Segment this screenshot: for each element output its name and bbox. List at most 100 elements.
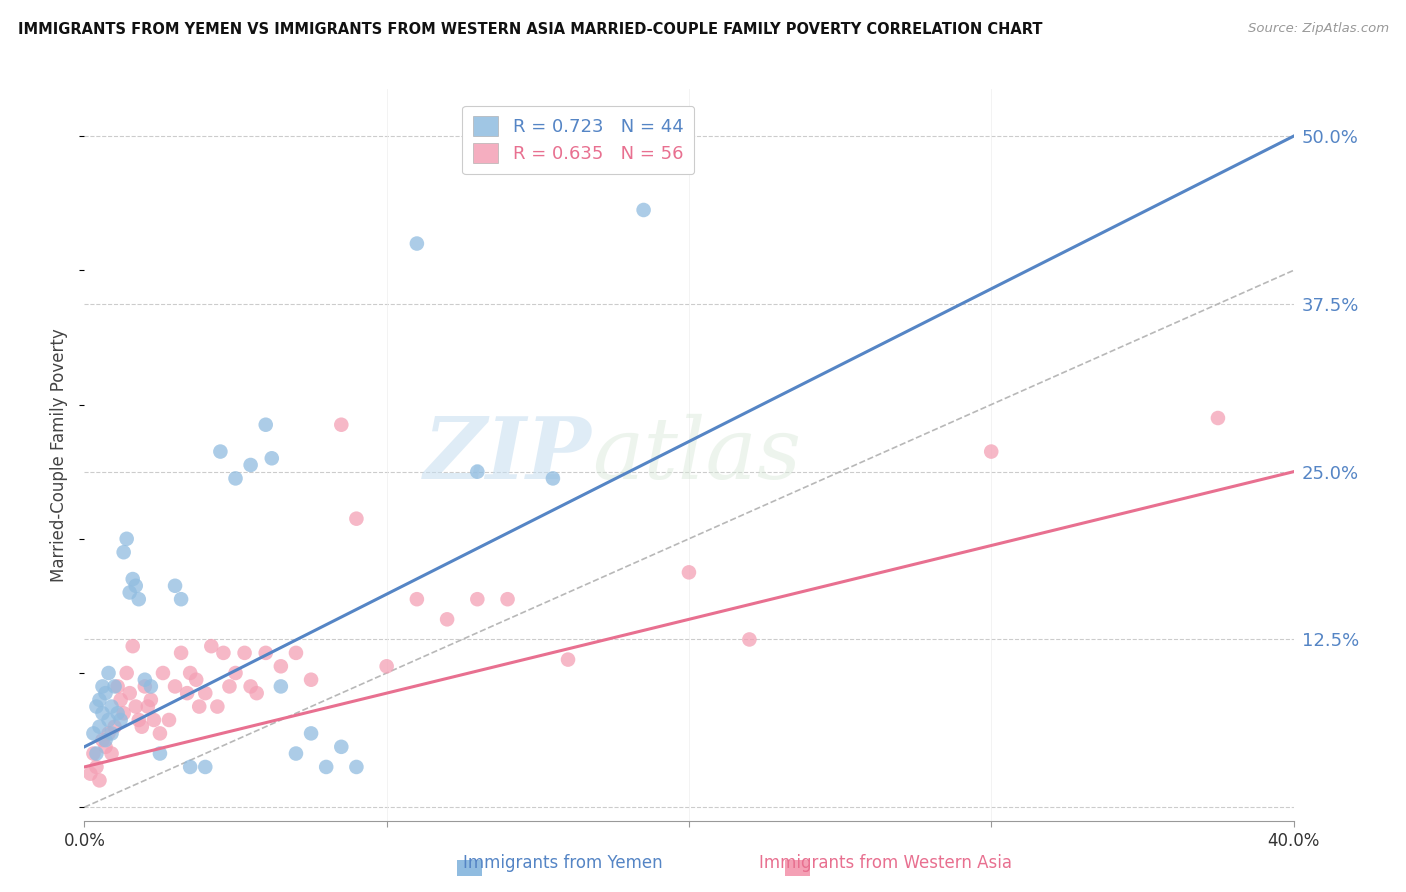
Point — [375, 659, 398, 673]
Point — [86, 747, 108, 761]
Point — [209, 444, 232, 458]
Point — [738, 632, 761, 647]
Point — [285, 747, 308, 761]
Point — [315, 760, 337, 774]
Point — [233, 646, 256, 660]
Point — [239, 458, 262, 472]
Point — [94, 739, 117, 754]
Point — [176, 686, 198, 700]
Point — [112, 706, 135, 721]
Point — [118, 686, 141, 700]
Point — [260, 451, 283, 466]
Point — [110, 693, 132, 707]
Point — [467, 465, 489, 479]
Point — [678, 566, 700, 580]
Text: Immigrants from Yemen: Immigrants from Yemen — [463, 855, 662, 872]
Point — [149, 726, 172, 740]
Point — [254, 646, 277, 660]
Point — [225, 665, 247, 680]
Point — [186, 673, 208, 687]
Point — [406, 592, 429, 607]
Point — [170, 592, 193, 607]
Point — [97, 665, 120, 680]
Point — [104, 720, 127, 734]
Point — [115, 532, 138, 546]
Point — [330, 739, 353, 754]
Point — [112, 545, 135, 559]
Point — [97, 726, 120, 740]
Point — [179, 760, 201, 774]
Point — [188, 699, 211, 714]
Text: ZIP: ZIP — [425, 413, 592, 497]
Point — [165, 680, 187, 694]
Point — [270, 659, 292, 673]
Point — [299, 726, 322, 740]
Point — [134, 680, 156, 694]
Point — [239, 680, 262, 694]
Point — [107, 680, 129, 694]
Point — [633, 202, 655, 217]
Text: IMMIGRANTS FROM YEMEN VS IMMIGRANTS FROM WESTERN ASIA MARRIED-COUPLE FAMILY POVE: IMMIGRANTS FROM YEMEN VS IMMIGRANTS FROM… — [18, 22, 1043, 37]
Point — [91, 706, 114, 721]
Point — [107, 706, 129, 721]
Point — [541, 471, 564, 485]
Point — [270, 680, 292, 694]
Point — [97, 713, 120, 727]
Point — [179, 665, 201, 680]
Point — [157, 713, 180, 727]
Point — [139, 693, 162, 707]
Point — [299, 673, 322, 687]
Point — [212, 646, 235, 660]
Point — [194, 686, 217, 700]
Point — [165, 579, 187, 593]
Point — [285, 646, 308, 660]
Point — [436, 612, 458, 626]
Point — [104, 680, 127, 694]
Point — [79, 766, 101, 780]
Point — [139, 680, 162, 694]
Point — [89, 720, 111, 734]
Point — [128, 592, 150, 607]
Y-axis label: Married-Couple Family Poverty: Married-Couple Family Poverty — [51, 328, 69, 582]
Point — [115, 665, 138, 680]
Point — [134, 673, 156, 687]
Point — [346, 760, 368, 774]
Point — [121, 572, 143, 586]
Point — [200, 639, 222, 653]
Point — [218, 680, 240, 694]
Point — [194, 760, 217, 774]
Legend: R = 0.723   N = 44, R = 0.635   N = 56: R = 0.723 N = 44, R = 0.635 N = 56 — [463, 105, 695, 174]
Point — [128, 713, 150, 727]
Point — [136, 699, 159, 714]
Point — [91, 680, 114, 694]
Point — [346, 511, 368, 525]
Text: atlas: atlas — [592, 414, 801, 496]
Point — [100, 747, 122, 761]
Point — [86, 760, 108, 774]
Text: Immigrants from Western Asia: Immigrants from Western Asia — [759, 855, 1012, 872]
Point — [125, 699, 148, 714]
Point — [225, 471, 247, 485]
Point — [406, 236, 429, 251]
Point — [496, 592, 519, 607]
Point — [142, 713, 165, 727]
Point — [91, 733, 114, 747]
Point — [254, 417, 277, 432]
Text: Source: ZipAtlas.com: Source: ZipAtlas.com — [1249, 22, 1389, 36]
Point — [82, 726, 104, 740]
Point — [980, 444, 1002, 458]
Point — [149, 747, 172, 761]
Point — [557, 652, 579, 666]
Point — [1206, 411, 1229, 425]
Point — [330, 417, 353, 432]
Point — [94, 686, 117, 700]
Point — [246, 686, 269, 700]
Point — [170, 646, 193, 660]
Point — [110, 713, 132, 727]
Point — [89, 693, 111, 707]
Point — [152, 665, 174, 680]
Point — [467, 592, 489, 607]
Point — [100, 699, 122, 714]
Point — [100, 726, 122, 740]
Point — [89, 773, 111, 788]
